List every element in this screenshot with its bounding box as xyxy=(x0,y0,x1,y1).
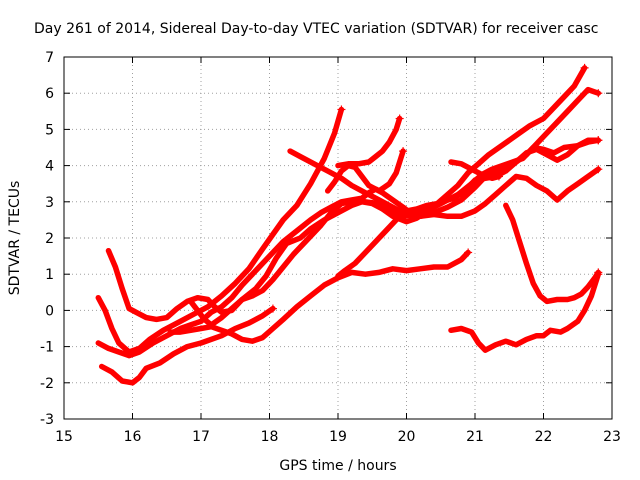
series-s13 xyxy=(448,271,602,353)
plus-marker xyxy=(337,105,346,114)
y-tick-label: 3 xyxy=(45,195,54,211)
y-tick-label: 5 xyxy=(45,122,54,138)
x-tick-label: 19 xyxy=(329,429,347,445)
plus-marker xyxy=(268,304,277,313)
y-tick-label: 1 xyxy=(45,267,54,283)
plus-marker xyxy=(594,270,603,279)
plot-frame xyxy=(63,56,613,420)
plus-marker xyxy=(594,136,603,145)
x-tick-label: 20 xyxy=(398,429,416,445)
series-s3 xyxy=(95,166,602,359)
data-series xyxy=(95,63,603,386)
plus-marker xyxy=(580,63,589,72)
x-axis-label: GPS time / hours xyxy=(279,458,396,474)
y-tick-label: -3 xyxy=(40,412,54,428)
series-s12 xyxy=(503,202,602,305)
plus-marker xyxy=(395,114,404,123)
series-s6 xyxy=(167,249,471,344)
series-s11 xyxy=(448,159,502,182)
y-tick-label: 0 xyxy=(45,303,54,319)
y-tick-label: 4 xyxy=(45,159,54,175)
plus-marker xyxy=(594,165,603,174)
series-s10 xyxy=(324,148,406,194)
grid-lines xyxy=(64,57,612,419)
series-s9 xyxy=(335,115,403,169)
x-tick-label: 17 xyxy=(192,429,210,445)
x-tick-label: 18 xyxy=(261,429,279,445)
x-tick-label: 15 xyxy=(55,429,73,445)
plus-marker xyxy=(494,172,503,181)
plus-marker xyxy=(464,248,473,257)
y-tick-label: -2 xyxy=(40,376,54,392)
plus-marker xyxy=(594,89,603,98)
x-tick-label: 22 xyxy=(535,429,553,445)
x-tick-label: 21 xyxy=(466,429,484,445)
y-tick-label: 7 xyxy=(45,50,54,66)
chart-title: Day 261 of 2014, Sidereal Day-to-day VTE… xyxy=(34,21,598,37)
y-axis-label: SDTVAR / TECUs xyxy=(7,181,23,296)
series-s7 xyxy=(287,86,602,220)
series-s5 xyxy=(187,137,602,328)
y-tick-label: 2 xyxy=(45,231,54,247)
series-s2 xyxy=(95,106,345,355)
plus-marker xyxy=(399,147,408,156)
x-tick-label: 23 xyxy=(603,429,621,445)
y-tick-label: 6 xyxy=(45,86,54,102)
series-s8 xyxy=(335,65,588,279)
y-tick-label: -1 xyxy=(40,340,54,356)
series-s1 xyxy=(98,305,276,386)
x-tick-label: 16 xyxy=(124,429,142,445)
